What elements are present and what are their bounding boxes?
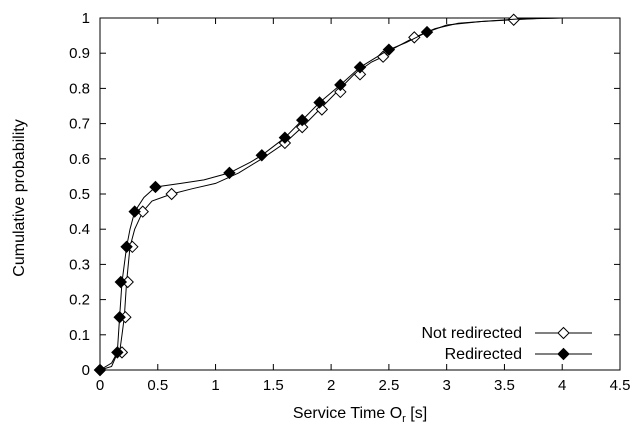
x-tick-label: 2.5 bbox=[378, 377, 399, 394]
y-tick-label: 0.3 bbox=[69, 256, 90, 273]
series-not-redirected bbox=[93, 13, 563, 377]
data-point bbox=[408, 31, 421, 44]
x-axis-label: Service Time Or [s] bbox=[293, 405, 427, 425]
data-point bbox=[353, 61, 367, 74]
series-layer bbox=[93, 13, 563, 377]
data-point bbox=[223, 166, 236, 180]
data-point bbox=[296, 113, 309, 127]
legend-marker bbox=[557, 326, 570, 340]
data-point bbox=[114, 275, 128, 289]
y-tick-label: 0.9 bbox=[69, 45, 90, 62]
y-tick-label: 0.6 bbox=[69, 151, 90, 168]
x-tick-label: 3.5 bbox=[494, 377, 515, 394]
data-point bbox=[334, 78, 347, 92]
legend-label: Redirected bbox=[445, 346, 522, 363]
data-point bbox=[93, 363, 107, 377]
y-tick-label: 0.8 bbox=[69, 80, 90, 97]
data-point bbox=[255, 149, 268, 162]
axes bbox=[99, 17, 621, 371]
x-tick-label: 0.5 bbox=[147, 377, 168, 394]
series-redirected bbox=[93, 17, 563, 377]
data-point bbox=[334, 85, 347, 99]
data-point bbox=[296, 120, 309, 134]
data-point bbox=[136, 205, 149, 218]
data-point bbox=[382, 43, 396, 56]
data-point bbox=[278, 131, 292, 144]
series-line bbox=[99, 17, 563, 371]
data-point bbox=[113, 310, 126, 324]
y-tick-label: 0.4 bbox=[69, 221, 90, 238]
x-tick-label: 4 bbox=[558, 377, 566, 394]
data-point bbox=[149, 180, 162, 194]
legend-label: Not redirected bbox=[422, 325, 523, 342]
x-tick-label: 4.5 bbox=[610, 377, 631, 394]
data-point bbox=[165, 187, 178, 201]
y-tick-label: 0.5 bbox=[69, 186, 90, 203]
data-point bbox=[111, 346, 124, 359]
x-tick-label: 3 bbox=[442, 377, 450, 394]
legend: Not redirected Redirected bbox=[422, 325, 592, 363]
data-point bbox=[128, 205, 141, 218]
y-axis-label: Cumulative probability bbox=[11, 119, 28, 276]
y-tick-label: 0.1 bbox=[69, 327, 90, 344]
data-point bbox=[120, 240, 133, 254]
data-point bbox=[420, 25, 434, 39]
x-tick-label: 2 bbox=[327, 377, 335, 394]
x-tick-label: 1 bbox=[211, 377, 219, 394]
data-point bbox=[313, 96, 326, 109]
legend-marker bbox=[557, 347, 570, 361]
y-tick-label: 0 bbox=[82, 362, 90, 379]
y-tick-label: 0.2 bbox=[69, 292, 90, 309]
data-point bbox=[353, 68, 367, 81]
tick-labels: 0 0.5 1 1.5 2 2.5 3 3.5 4 4.5 0 0.1 0.2 0.3 0.4 0.5 0.6 0… bbox=[69, 10, 630, 394]
x-tick-label: 1.5 bbox=[263, 377, 284, 394]
y-tick-label: 0.7 bbox=[69, 116, 90, 133]
y-tick-label: 1 bbox=[82, 10, 90, 27]
x-tick-label: 0 bbox=[96, 377, 104, 394]
